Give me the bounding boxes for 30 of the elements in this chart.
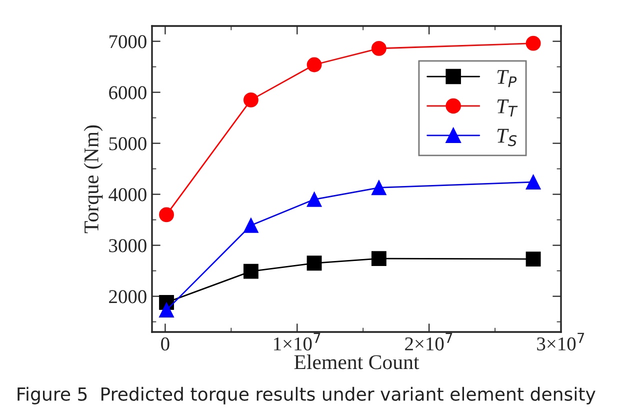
point — [159, 207, 174, 222]
point — [306, 57, 322, 72]
point — [526, 252, 541, 267]
y-tick-label: 6000 — [109, 86, 146, 100]
x-tick-label: 3×10$^{7}$ — [537, 332, 584, 350]
y-tick-label: 3000 — [109, 239, 146, 252]
point — [243, 264, 258, 279]
x-axis-title: Element Count — [294, 354, 420, 370]
point — [526, 36, 541, 51]
point — [371, 40, 386, 56]
point — [306, 256, 322, 271]
x-tick-label: 2×10$^{7}$ — [405, 332, 452, 350]
x-tick-label: 1×10$^{7}$ — [274, 332, 320, 350]
legend-label: T$_{T}$ — [497, 100, 518, 117]
point — [243, 92, 258, 108]
point — [159, 302, 174, 318]
y-tick-label: 4000 — [108, 188, 146, 202]
y-axis-title: Torque (Nm) — [84, 125, 103, 234]
point — [306, 192, 322, 207]
point — [526, 174, 541, 190]
legend-label: T$_{S}$ — [497, 128, 517, 146]
point — [243, 218, 258, 233]
legend-label: T$_{P}$ — [497, 70, 517, 88]
y-tick-label: 7000 — [110, 35, 146, 48]
point — [371, 251, 386, 266]
x-tick-label: 0 — [161, 337, 170, 351]
caption: Figure 5 Predicted torque results under variant element density — [18, 386, 596, 404]
point — [371, 180, 386, 196]
y-tick-label: 5000 — [109, 137, 146, 150]
y-tick-label: 2000 — [109, 290, 146, 304]
